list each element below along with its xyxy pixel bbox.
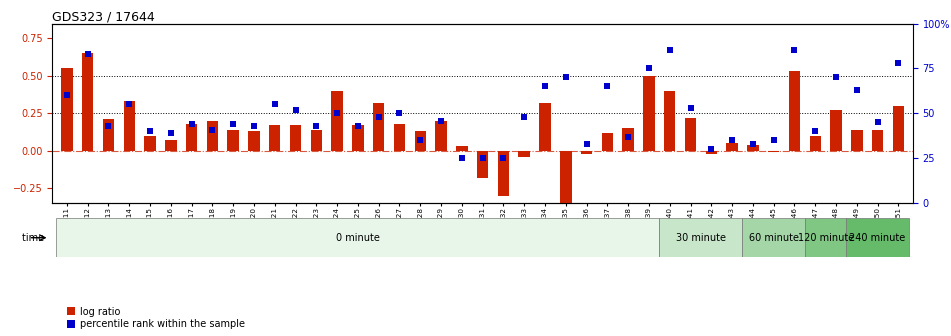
Point	[288, 107, 303, 113]
Bar	[436, 121, 447, 151]
Bar	[497, 151, 509, 196]
Bar	[394, 124, 405, 151]
Bar	[124, 101, 135, 151]
Text: GDS323 / 17644: GDS323 / 17644	[52, 10, 155, 23]
Bar	[415, 131, 426, 151]
Point	[807, 129, 823, 134]
Text: 60 minute: 60 minute	[748, 233, 799, 243]
Bar	[872, 130, 883, 151]
Point	[786, 48, 802, 53]
Point	[371, 114, 386, 120]
Point	[101, 123, 116, 129]
Point	[725, 138, 740, 143]
Bar	[560, 151, 572, 203]
Bar	[206, 121, 218, 151]
Bar	[518, 151, 530, 157]
Point	[267, 102, 282, 107]
Point	[767, 138, 782, 143]
Point	[891, 60, 906, 66]
Bar	[248, 131, 260, 151]
Point	[80, 51, 95, 57]
Bar	[581, 151, 592, 154]
Point	[600, 84, 615, 89]
Bar	[706, 151, 717, 154]
Point	[309, 123, 324, 129]
Bar	[145, 136, 156, 151]
Bar	[727, 143, 738, 151]
Bar	[643, 76, 654, 151]
Point	[495, 156, 511, 161]
Bar	[373, 103, 384, 151]
Bar	[747, 145, 759, 151]
Point	[475, 156, 491, 161]
Text: 240 minute: 240 minute	[849, 233, 905, 243]
Point	[59, 93, 74, 98]
Bar	[664, 91, 675, 151]
Point	[641, 66, 656, 71]
Point	[537, 84, 553, 89]
Point	[350, 123, 365, 129]
Bar	[846, 218, 909, 257]
Bar	[269, 125, 281, 151]
Text: time: time	[22, 233, 48, 243]
Point	[558, 75, 573, 80]
Point	[849, 87, 864, 93]
Bar	[893, 106, 904, 151]
Bar	[539, 103, 551, 151]
Bar	[185, 124, 197, 151]
Point	[329, 111, 344, 116]
Bar	[311, 130, 322, 151]
Text: 120 minute: 120 minute	[798, 233, 854, 243]
Bar	[476, 151, 489, 178]
Point	[683, 105, 698, 111]
Text: 30 minute: 30 minute	[676, 233, 726, 243]
Point	[455, 156, 470, 161]
Bar	[352, 125, 363, 151]
Point	[434, 118, 449, 123]
Point	[413, 138, 428, 143]
Point	[621, 134, 636, 139]
Point	[828, 75, 844, 80]
Bar	[456, 146, 468, 151]
Bar	[56, 218, 659, 257]
Point	[204, 127, 220, 132]
Point	[184, 122, 199, 127]
Bar	[809, 136, 821, 151]
Point	[579, 141, 594, 146]
Bar	[82, 53, 93, 151]
Legend: log ratio, percentile rank within the sample: log ratio, percentile rank within the sa…	[67, 306, 245, 330]
Point	[164, 130, 179, 136]
Point	[516, 114, 532, 120]
Bar	[331, 91, 342, 151]
Point	[225, 122, 241, 127]
Bar	[290, 125, 301, 151]
Point	[246, 123, 262, 129]
Bar	[623, 128, 634, 151]
Bar	[659, 218, 743, 257]
Bar	[743, 218, 805, 257]
Bar	[103, 119, 114, 151]
Text: 0 minute: 0 minute	[336, 233, 379, 243]
Bar	[685, 118, 696, 151]
Bar	[61, 69, 72, 151]
Point	[122, 102, 137, 107]
Bar	[788, 72, 800, 151]
Bar	[805, 218, 846, 257]
Bar	[227, 130, 239, 151]
Point	[143, 129, 158, 134]
Bar	[768, 151, 780, 152]
Point	[746, 141, 761, 146]
Point	[662, 48, 677, 53]
Bar	[830, 111, 842, 151]
Bar	[165, 140, 177, 151]
Point	[870, 120, 885, 125]
Point	[704, 147, 719, 152]
Bar	[851, 130, 863, 151]
Point	[392, 111, 407, 116]
Bar	[602, 133, 613, 151]
